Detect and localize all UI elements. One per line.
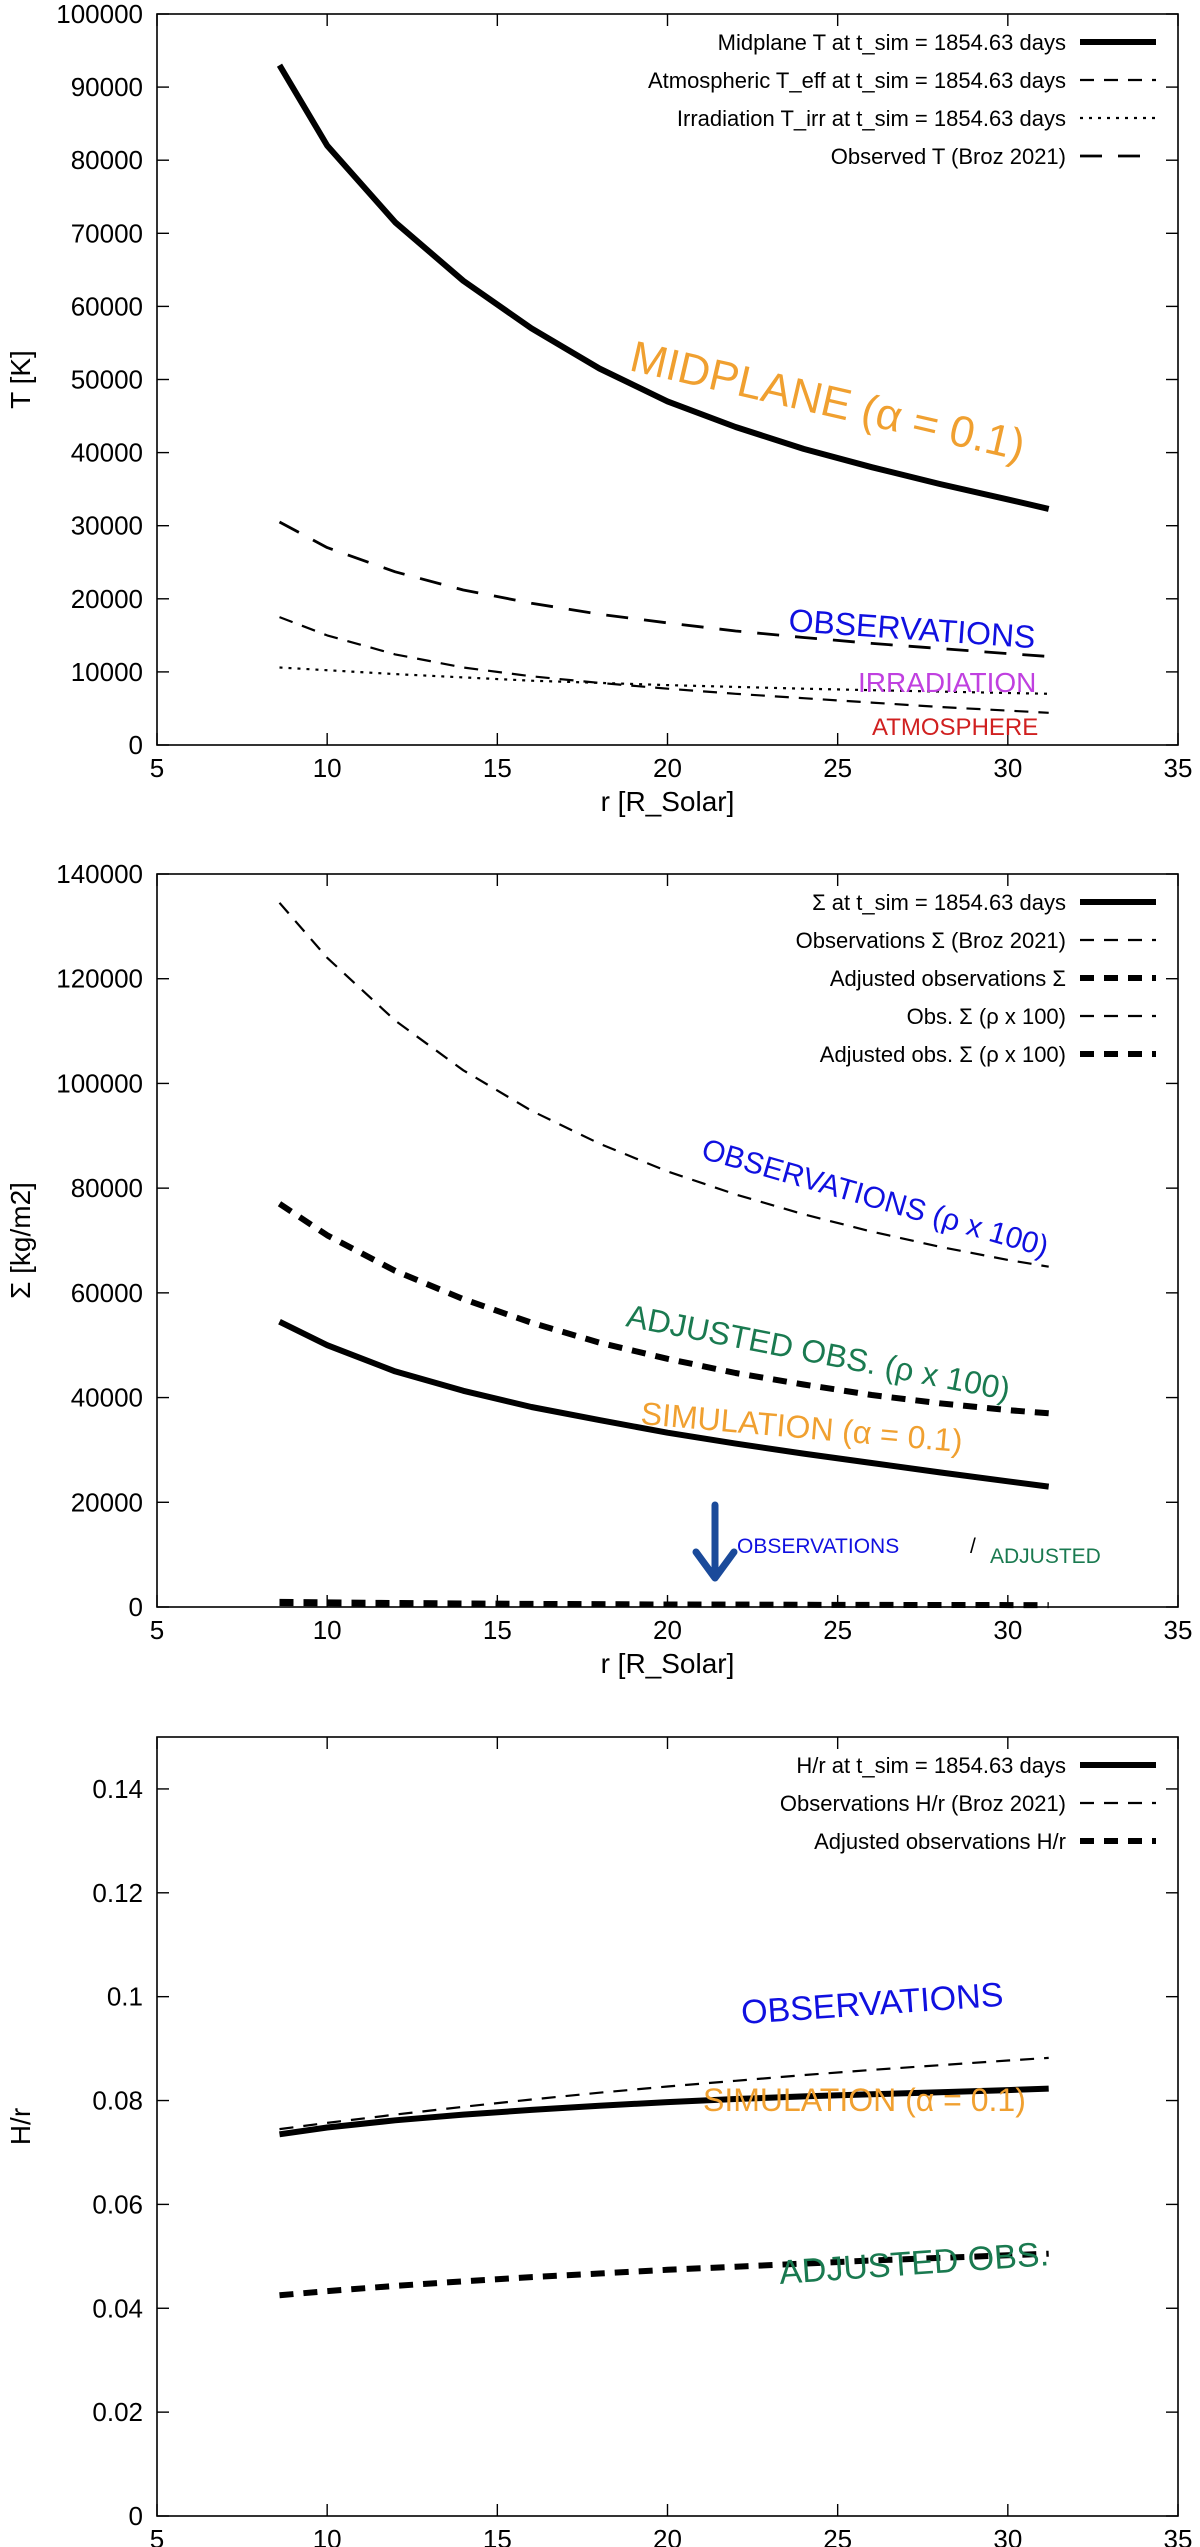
x-tick-label: 15 [483,1615,512,1645]
legend-label: Observations H/r (Broz 2021) [780,1791,1066,1816]
y-tick-label: 0.12 [92,1878,143,1908]
y-tick-label: 0.06 [92,2189,143,2219]
y-tick-label: 90000 [71,72,143,102]
series-line-3 [278,520,1049,658]
x-tick-label: 35 [1164,1615,1193,1645]
y-axis-label: T [K] [5,350,36,409]
x-tick-label: 35 [1164,2524,1193,2547]
y-tick-label: 100000 [56,0,143,29]
legend-label: Atmospheric T_eff at t_sim = 1854.63 day… [648,68,1066,93]
legend-label: Adjusted observations H/r [814,1829,1066,1854]
chart-annotation: ADJUSTED OBS. [778,2235,1050,2292]
x-tick-label: 10 [313,1615,342,1645]
legend-label: Observed T (Broz 2021) [831,144,1066,169]
surface-density-panel: 5 10 15 20 25 30 35 0 20000 40000 60000 80000 100000… [5,859,1192,1679]
y-axis-label: H/r [5,2108,36,2145]
y-tick-label: 0.1 [107,1982,143,2012]
chart-annotation: MIDPLANE (α = 0.1) [626,332,1030,470]
x-axis-label: r [R_Solar] [601,786,735,817]
x-tick-label: 5 [150,2524,164,2547]
x-tick-label: 30 [993,753,1022,783]
y-tick-label: 20000 [71,1487,143,1517]
x-tick-label: 10 [313,2524,342,2547]
chart-annotation: / [970,1535,976,1558]
y-tick-label: 0 [129,730,143,760]
x-tick-label: 15 [483,753,512,783]
y-tick-label: 60000 [71,291,143,321]
y-tick-label: 30000 [71,511,143,541]
series-line-0 [279,2085,1049,2138]
chart-annotation: SIMULATION (α = 0.1) [639,1395,964,1459]
x-tick-label: 10 [313,753,342,783]
y-tick-label: 0.04 [92,2293,143,2323]
series-line-2 [277,1201,1049,1417]
x-tick-label: 25 [823,753,852,783]
temperature-panel: 5 10 15 20 25 30 35 0 10000 20000 30000 40000 50000 6… [5,0,1192,817]
x-tick-label: 5 [150,1615,164,1645]
chart-annotation: OBSERVATIONS [737,1535,899,1558]
y-tick-label: 60000 [71,1278,143,1308]
y-tick-label: 0.14 [92,1774,143,1804]
y-tick-label: 40000 [71,438,143,468]
chart-annotation: ADJUSTED OBS. (ρ x 100) [624,1298,1014,1408]
legend-label: Σ at t_sim = 1854.63 days [812,890,1066,915]
y-tick-label: 0.08 [92,2086,143,2116]
y-tick-label: 0 [129,1592,143,1622]
chart-annotation: IRRADIATION [858,667,1036,698]
chart-annotation: ADJUSTED [990,1545,1101,1568]
y-tick-label: 50000 [71,365,143,395]
x-tick-label: 20 [653,2524,682,2547]
y-tick-label: 20000 [71,584,143,614]
x-tick-label: 25 [823,2524,852,2547]
x-tick-label: 30 [993,1615,1022,1645]
x-axis-label: r [R_Solar] [601,1648,735,1679]
y-axis-label: Σ [kg/m2] [5,1182,36,1299]
legend-label: Observations Σ (Broz 2021) [796,928,1066,953]
y-tick-label: 80000 [71,145,143,175]
series-line-1 [279,616,1049,714]
x-tick-label: 20 [653,1615,682,1645]
legend-label: Adjusted obs. Σ (ρ x 100) [820,1042,1066,1067]
legend-label: Obs. Σ (ρ x 100) [907,1004,1066,1029]
x-tick-label: 25 [823,1615,852,1645]
x-tick-label: 35 [1164,753,1193,783]
y-tick-label: 0 [129,2501,143,2531]
x-tick-label: 15 [483,2524,512,2547]
series-line-0 [278,1319,1050,1490]
y-tick-label: 70000 [71,218,143,248]
y-tick-label: 100000 [56,1068,143,1098]
down-arrow-head [692,1548,738,1582]
series-line-2 [279,2250,1049,2299]
series-line-2 [279,666,1049,695]
y-tick-label: 10000 [71,657,143,687]
x-tick-label: 30 [993,2524,1022,2547]
legend-label: Irradiation T_irr at t_sim = 1854.63 day… [677,106,1066,131]
series-line-0 [276,63,1050,512]
legend-label: H/r at t_sim = 1854.63 days [796,1753,1066,1778]
chart-annotation: SIMULATION (α = 0.1) [703,2082,1026,2118]
chart-annotation: OBSERVATIONS [740,1976,1005,2032]
y-tick-label: 0.02 [92,2397,143,2427]
y-tick-label: 140000 [56,859,143,889]
y-tick-label: 40000 [71,1383,143,1413]
x-tick-label: 20 [653,753,682,783]
legend-label: Midplane T at t_sim = 1854.63 days [718,30,1066,55]
chart-annotation: ATMOSPHERE [872,714,1038,741]
series-line-1 [279,2056,1049,2131]
aspect-ratio-panel: 5 10 15 20 25 30 35 0 0.02 0.04 0.06 0.08 0.1 0.12 0.1… [5,1736,1193,2547]
series-line-4 [279,1600,1049,1609]
y-tick-label: 80000 [71,1173,143,1203]
y-tick-label: 120000 [56,964,143,994]
x-tick-label: 5 [150,753,164,783]
legend-label: Adjusted observations Σ [830,966,1066,991]
